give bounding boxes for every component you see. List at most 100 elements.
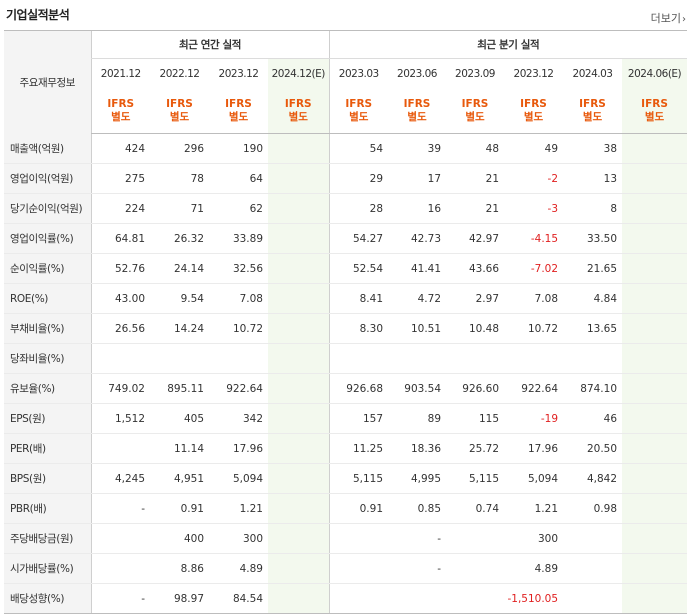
table-cell [622, 283, 688, 314]
table-cell: 46 [563, 403, 623, 434]
table-cell: 21 [446, 193, 505, 224]
table-cell [388, 343, 447, 374]
table-cell [504, 343, 564, 374]
table-cell: 4,951 [150, 463, 209, 494]
table-cell: 8 [563, 193, 623, 224]
ifrs-type-label: 별도 [644, 111, 665, 123]
more-link[interactable]: 더보기› [651, 10, 686, 26]
table-cell: 54 [328, 133, 389, 164]
table-cell [150, 343, 209, 374]
table-body: 매출액(억원) 424 296 190 54 39 48 49 38 영업이익(억원) 275 78 6… [4, 133, 688, 614]
table-cell: 42.73 [388, 223, 447, 254]
table-cell: 5,094 [504, 463, 564, 494]
table-cell: 4,245 [90, 463, 150, 494]
ifrs-badge: IFRS 별도 [209, 89, 268, 134]
table-cell [90, 523, 150, 554]
row-label: ROE(%) [4, 283, 91, 314]
table-cell [622, 493, 688, 524]
table-cell [268, 403, 330, 434]
annual-group-header: 최근 연간 실적 [90, 30, 330, 59]
table-row: 당좌비율(%) [4, 343, 688, 374]
table-cell [328, 343, 389, 374]
ifrs-type-label: 별도 [407, 111, 427, 123]
table-cell [268, 373, 330, 404]
table-cell: 1.21 [209, 493, 268, 524]
table-cell: 7.08 [209, 283, 268, 314]
table-cell [388, 583, 447, 614]
row-label: PER(배) [4, 433, 91, 464]
period-header: 2021.12 [90, 58, 150, 89]
company-performance-panel: 기업실적분석 더보기› 주요재무정보 최근 연간 실적 최근 분기 실적 202… [4, 8, 688, 614]
table-cell [90, 433, 150, 464]
table-cell: 10.72 [504, 313, 564, 344]
table-cell [622, 583, 688, 614]
table-cell: 14.24 [150, 313, 209, 344]
table-cell: 64.81 [90, 223, 150, 254]
table-cell: -1,510.05 [504, 583, 564, 614]
period-row: 2021.12 2022.12 2023.12 2024.12(E) 2023.03 20… [4, 58, 688, 89]
table-row: EPS(원) 1,512 405 342 157 89 115 -19 46 [4, 403, 688, 434]
period-header: 2023.12 [218, 68, 259, 80]
table-cell [268, 253, 330, 284]
table-cell: 41.41 [388, 253, 447, 284]
more-label: 더보기 [650, 12, 681, 25]
table-row: PER(배) 11.14 17.96 11.25 18.36 25.72 17.96 20.5… [4, 433, 688, 464]
table-cell [268, 523, 330, 554]
table-cell: 11.25 [328, 433, 389, 464]
table-cell: 0.85 [388, 493, 447, 524]
period-header: 2024.03 [572, 68, 613, 80]
table-cell: 922.64 [504, 373, 564, 404]
ifrs-type-label: 별도 [582, 111, 603, 123]
table-cell: 342 [209, 403, 268, 434]
table-cell: 4,995 [388, 463, 447, 494]
table-row: 당기순이익(억원) 224 71 62 28 16 21 -3 8 [4, 193, 688, 224]
row-label: EPS(원) [4, 403, 91, 434]
table-cell: 749.02 [90, 373, 150, 404]
ifrs-badge: IFRS 별도 [90, 89, 150, 134]
table-cell: 33.50 [563, 223, 623, 254]
table-cell: 5,094 [209, 463, 268, 494]
table-cell: 7.08 [504, 283, 564, 314]
table-cell: 275 [90, 163, 150, 194]
table-cell [268, 193, 330, 224]
table-cell [622, 193, 688, 224]
table-cell: 20.50 [563, 433, 623, 464]
table-row: BPS(원) 4,245 4,951 5,094 5,115 4,995 5,115 5,09… [4, 463, 688, 494]
ifrs-badge: IFRS 별도 [268, 89, 330, 134]
table-cell: 424 [90, 133, 150, 164]
table-row: 영업이익(억원) 275 78 64 29 17 21 -2 13 [4, 163, 688, 194]
table-cell [622, 523, 688, 554]
table-cell [622, 433, 688, 464]
ifrs-badge: IFRS 별도 [388, 89, 447, 134]
row-label: 영업이익(억원) [4, 163, 91, 194]
table-cell [622, 373, 688, 404]
table-cell: 8.86 [150, 553, 209, 584]
table-cell: 32.56 [209, 253, 268, 284]
table-cell: 0.91 [150, 493, 209, 524]
table-cell [268, 163, 330, 194]
table-row: 주당배당금(원) 400 300-300 [4, 523, 688, 554]
table-row: ROE(%) 43.00 9.54 7.08 8.41 4.72 2.97 7.08 4.84 [4, 283, 688, 314]
table-cell [328, 583, 389, 614]
ifrs-badge: IFRS 별도 [150, 89, 209, 134]
table-cell: 18.36 [388, 433, 447, 464]
table-cell: 4,842 [563, 463, 623, 494]
table-cell: 1.21 [504, 493, 564, 524]
table-cell [622, 253, 688, 284]
ifrs-type-label: 별도 [169, 111, 190, 123]
table-cell: 84.54 [209, 583, 268, 614]
table-cell [563, 583, 623, 614]
table-cell: 157 [328, 403, 389, 434]
table-cell: -19 [504, 403, 564, 434]
ifrs-label: IFRS [107, 98, 135, 110]
table-cell: 62 [209, 193, 268, 224]
ifrs-type-label: 별도 [523, 111, 544, 123]
table-cell [268, 433, 330, 464]
table-cell: 903.54 [388, 373, 447, 404]
ifrs-badge: IFRS 별도 [328, 89, 389, 134]
table-cell: 4.72 [388, 283, 447, 314]
ifrs-type-label: 별도 [228, 111, 249, 123]
ifrs-label: IFRS [520, 98, 547, 110]
period-header: 2023.09 [455, 68, 495, 80]
table-cell: 78 [150, 163, 209, 194]
